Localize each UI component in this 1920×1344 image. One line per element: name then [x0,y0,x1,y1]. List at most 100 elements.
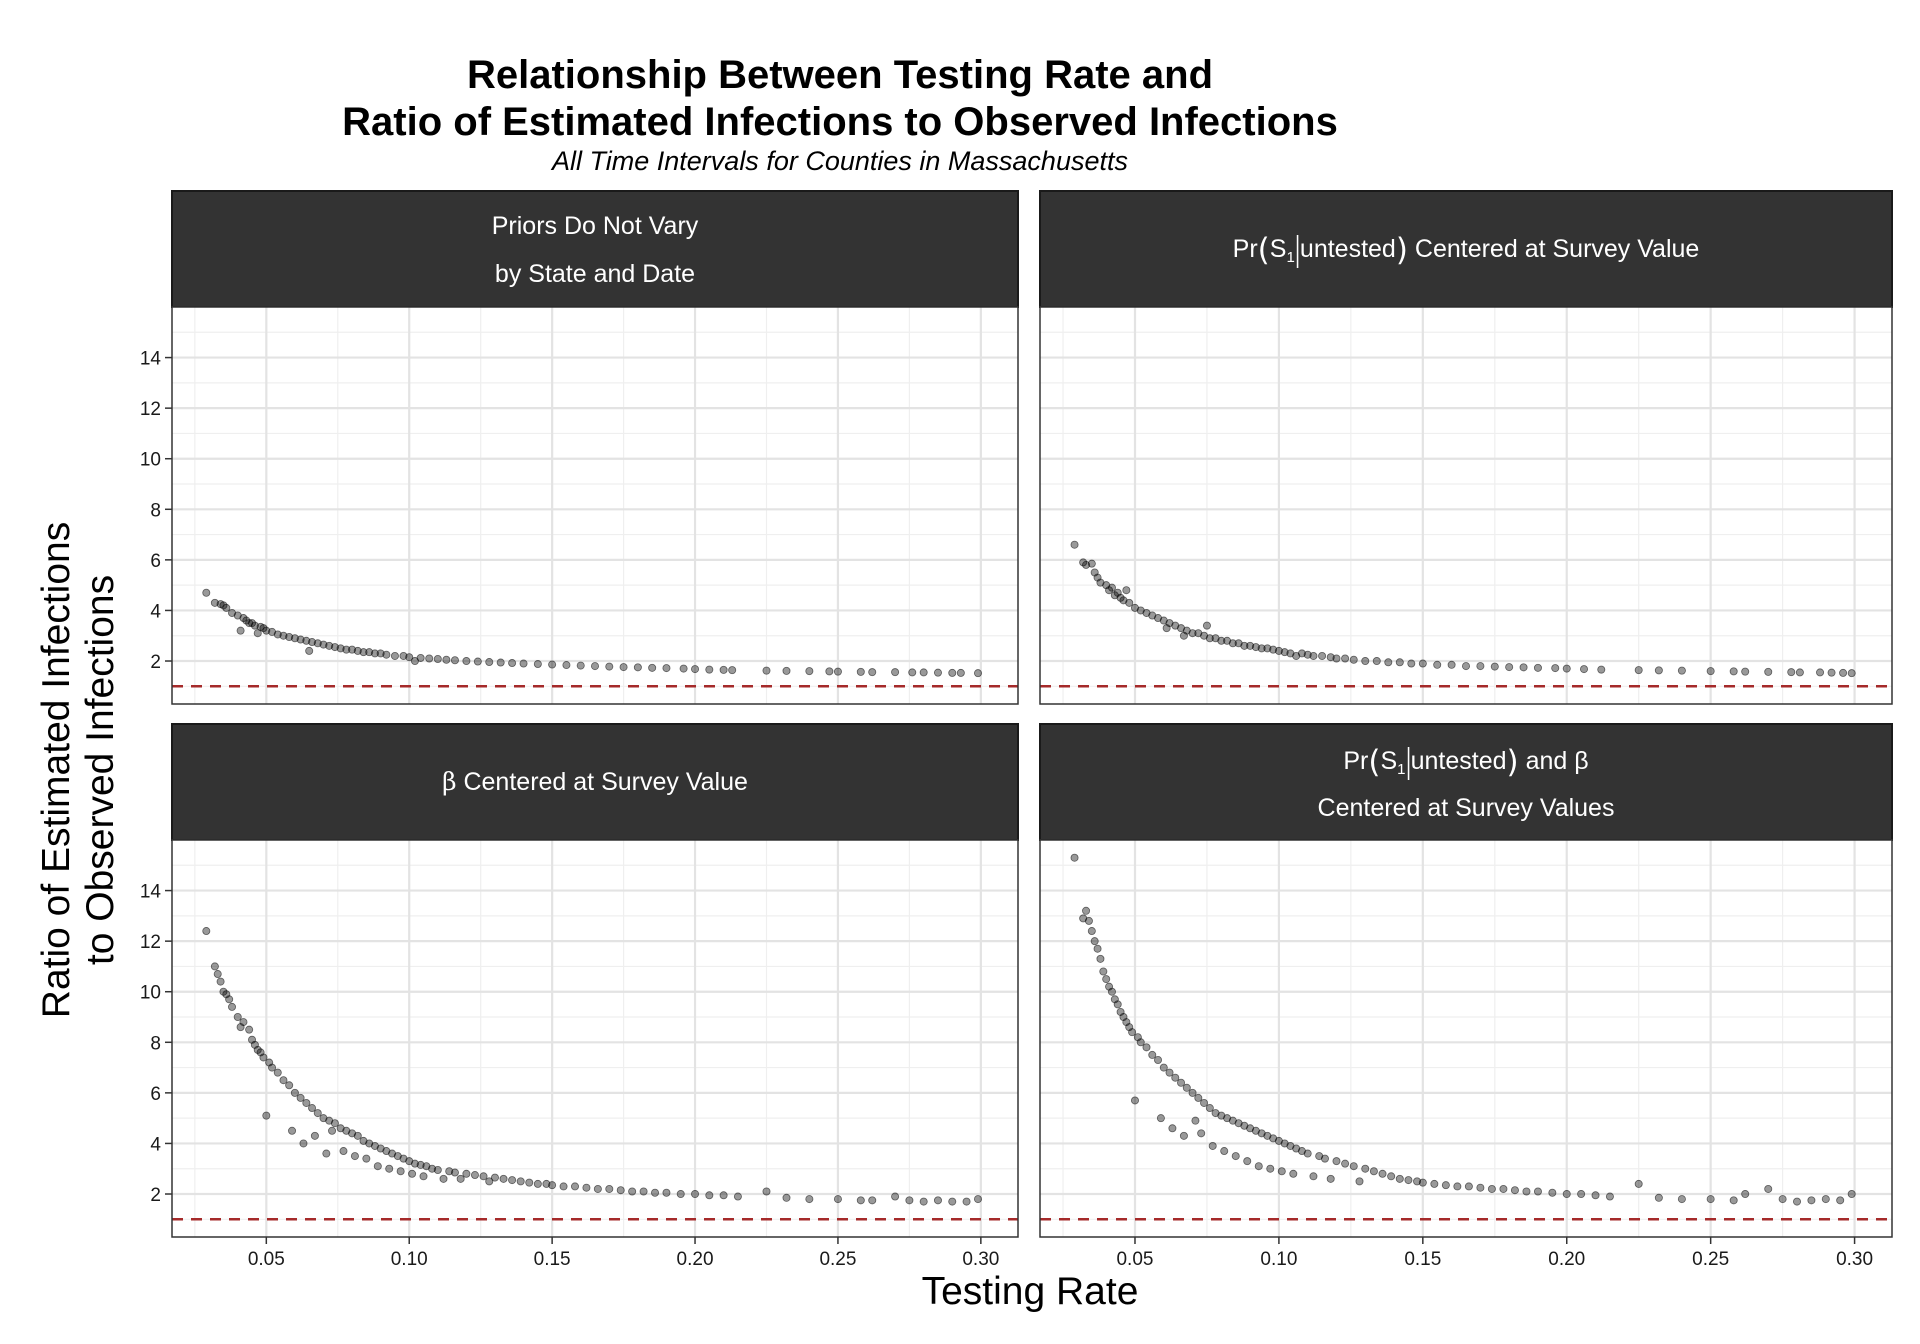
data-point [439,1174,448,1183]
data-point [1580,665,1589,674]
data-point [228,1002,237,1011]
x-tick-label: 0.25 [819,1249,856,1270]
data-point [1177,624,1186,633]
data-point [419,1172,428,1181]
data-point [490,1173,499,1182]
data-point [236,626,245,635]
data-point [416,653,425,662]
panel-2-strip-prefix: Pr [1232,235,1258,263]
data-point [651,1188,660,1197]
data-point [1217,1111,1226,1120]
data-point [905,1196,914,1205]
data-point [1246,1124,1255,1133]
y-tick-label: 8 [150,500,161,521]
data-point [1510,1186,1519,1195]
data-point [1082,906,1091,915]
x-tick-label: 0.20 [1548,1249,1585,1270]
data-point [290,1088,299,1097]
data-point [210,962,219,971]
data-point [548,1181,557,1190]
data-point [1182,1083,1191,1092]
data-point [1404,1176,1413,1185]
data-point [1764,667,1773,676]
data-point [1257,1129,1266,1138]
data-point [202,588,211,597]
data-point [1286,1141,1295,1150]
panel-3-strip-line-1: β Centered at Survey Value [442,769,748,795]
data-point [1096,578,1105,587]
data-point [1847,1190,1856,1199]
data-point [1096,954,1105,963]
y-axis-title: Ratio of Estimated Infections to Observe… [35,522,122,1018]
data-point [691,1190,700,1199]
data-point [1303,1149,1312,1158]
data-point [1807,1196,1816,1205]
data-point [1223,636,1232,645]
data-point [1165,1068,1174,1077]
data-point [1522,1187,1531,1196]
data-point [1142,1043,1151,1052]
data-point [533,660,542,669]
panel-beta-centered: β Centered at Survey Value [171,723,1019,1238]
panel-4-strip [1039,723,1893,841]
data-point [1171,1073,1180,1082]
data-point [1395,1174,1404,1183]
data-point [1577,1190,1586,1199]
data-point [1369,1167,1378,1176]
data-point [1087,559,1096,568]
data-point [1177,1078,1186,1087]
data-point [868,668,877,677]
panel-4-plot-area [1040,840,1892,1237]
data-point [691,665,700,674]
x-axis-right-column: 0.05 0.10 0.15 0.20 0.25 0.30 [1116,1237,1873,1270]
data-point [1292,651,1301,660]
data-point [1136,606,1145,615]
data-point [1778,1195,1787,1204]
data-point [1197,1129,1206,1138]
data-point [1839,668,1848,677]
panel-2-strip-subscript: 1 [1286,249,1295,266]
data-point [1533,1187,1542,1196]
data-point [605,1184,614,1193]
y-tick-label: 4 [150,601,161,622]
data-point [548,660,557,669]
data-point [868,1196,877,1205]
data-point [433,1165,442,1174]
data-point [508,1176,517,1185]
data-point [1188,629,1197,638]
data-point [310,1131,319,1140]
data-point [450,1168,459,1177]
panel-2-gridlines [1040,307,1892,704]
panel-4-points [1070,853,1856,1206]
data-point [1499,1184,1508,1193]
y-tick-label: 2 [150,652,161,673]
data-point [216,977,225,986]
data-point [1297,1147,1306,1156]
panel-2-border [1039,306,1893,705]
data-point [1211,1109,1220,1118]
panel-4-strip-subscript: 1 [1397,760,1406,778]
data-point [919,668,928,677]
data-point [1154,614,1163,623]
panel-2-strip [1039,190,1893,308]
data-point [1228,1116,1237,1125]
data-point [1079,914,1088,923]
data-point [353,1131,362,1140]
data-point [1729,667,1738,676]
y-tick-label: 6 [150,1084,161,1105]
data-point [485,658,494,667]
data-point [1136,1038,1145,1047]
y-tick-label: 12 [140,932,161,953]
data-point [1087,927,1096,936]
data-point [359,648,368,657]
y-axis-top-row: 2 4 6 8 10 12 14 [140,349,172,673]
data-point [385,1164,394,1173]
data-point [1847,669,1856,678]
data-point [1113,1000,1122,1009]
data-point [305,646,314,655]
data-point [1332,1157,1341,1166]
data-point [308,1104,317,1113]
data-point [382,650,391,659]
data-point [313,1109,322,1118]
panel-4-strip-suffix: and β [1518,746,1589,775]
